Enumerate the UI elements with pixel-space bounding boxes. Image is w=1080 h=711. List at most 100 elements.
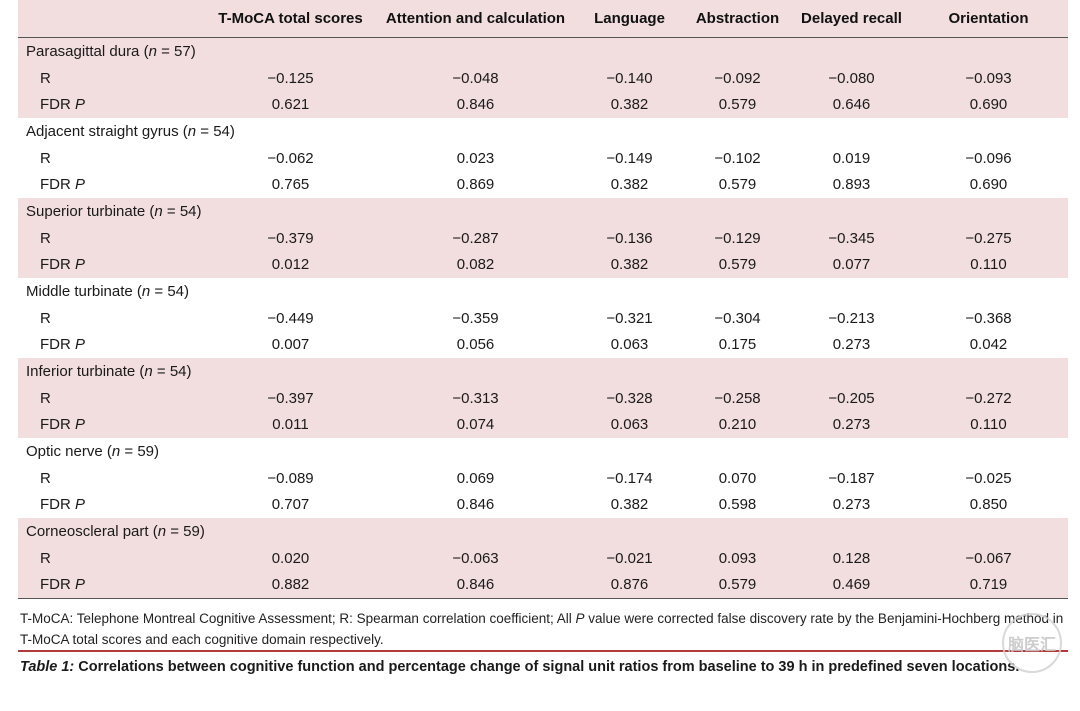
group-name: Optic nerve ( (26, 443, 112, 460)
r-label: R (18, 465, 208, 492)
p-value: 0.719 (909, 571, 1068, 599)
header-cell: T-MoCA total scores (208, 0, 373, 38)
r-value: −0.275 (909, 225, 1068, 252)
p-value: 0.765 (208, 171, 373, 198)
r-value: −0.313 (373, 385, 578, 412)
p-value: 0.850 (909, 491, 1068, 518)
p-label-text: FDR (40, 576, 75, 594)
group-name: Adjacent straight gyrus ( (26, 123, 188, 140)
p-value: 0.011 (208, 411, 373, 438)
group-title: Corneoscleral part (n = 59) (18, 518, 1068, 545)
p-label-text: FDR (40, 176, 75, 194)
footnote-text: T-MoCA: Telephone Montreal Cognitive Ass… (20, 611, 576, 626)
p-value: 0.469 (794, 571, 909, 599)
p-value: 0.876 (578, 571, 681, 599)
table-footnote: T-MoCA: Telephone Montreal Cognitive Ass… (18, 599, 1068, 652)
n-value: = 57) (156, 43, 196, 60)
p-value: 0.579 (681, 171, 794, 198)
r-value: −0.025 (909, 465, 1068, 492)
r-value: −0.174 (578, 465, 681, 492)
p-value: 0.007 (208, 331, 373, 358)
p-value: 0.690 (909, 91, 1068, 118)
r-value: 0.128 (794, 545, 909, 572)
p-value: 0.882 (208, 571, 373, 599)
p-label-text: FDR (40, 256, 75, 274)
p-value: 0.646 (794, 91, 909, 118)
p-value: 0.063 (578, 411, 681, 438)
p-label-text: FDR (40, 336, 75, 354)
r-label: R (18, 65, 208, 92)
header-cell (18, 0, 208, 38)
group-block: Inferior turbinate (n = 54) R −0.397 −0.… (18, 358, 1068, 438)
r-value: −0.328 (578, 385, 681, 412)
p-label-italic: P (75, 96, 86, 114)
p-value: 0.579 (681, 571, 794, 599)
p-value: 0.175 (681, 331, 794, 358)
p-label-italic: P (75, 256, 86, 274)
p-label-italic: P (75, 176, 86, 194)
p-label: FDR P (18, 251, 208, 278)
p-label-italic: P (75, 336, 86, 354)
r-value: 0.069 (373, 465, 578, 492)
group-name: Inferior turbinate ( (26, 363, 145, 380)
p-value: 0.893 (794, 171, 909, 198)
r-row: R −0.089 0.069 −0.174 0.070 −0.187 −0.02… (18, 465, 1068, 492)
r-value: −0.089 (208, 465, 373, 492)
r-label: R (18, 305, 208, 332)
r-label: R (18, 145, 208, 172)
group-name: Middle turbinate ( (26, 283, 142, 300)
p-label: FDR P (18, 171, 208, 198)
p-value: 0.110 (909, 251, 1068, 278)
r-value: −0.102 (681, 145, 794, 172)
r-value: −0.093 (909, 65, 1068, 92)
watermark-seal: 脑医汇 (1002, 613, 1062, 673)
r-value: 0.019 (794, 145, 909, 172)
caption-label: Table 1: (20, 659, 75, 675)
group-name: Superior turbinate ( (26, 203, 155, 220)
n-label: n (187, 123, 197, 140)
group-block: Superior turbinate (n = 54) R −0.379 −0.… (18, 198, 1068, 278)
p-label-text: FDR (40, 496, 75, 514)
r-value: −0.287 (373, 225, 578, 252)
header-cell: Language (578, 0, 681, 38)
p-value: 0.056 (373, 331, 578, 358)
group-title-row: Parasagittal dura (n = 57) (18, 37, 1068, 65)
header-cell: Attention and calculation (373, 0, 578, 38)
p-label: FDR P (18, 411, 208, 438)
r-value: −0.187 (794, 465, 909, 492)
r-label: R (18, 385, 208, 412)
n-value: = 54) (150, 283, 190, 300)
p-value: 0.273 (794, 331, 909, 358)
r-value: 0.093 (681, 545, 794, 572)
p-value: 0.082 (373, 251, 578, 278)
r-value: −0.048 (373, 65, 578, 92)
r-value: −0.136 (578, 225, 681, 252)
p-label-text: FDR (40, 416, 75, 434)
n-label: n (111, 443, 121, 460)
p-row: FDR P 0.621 0.846 0.382 0.579 0.646 0.69… (18, 91, 1068, 118)
p-value: 0.077 (794, 251, 909, 278)
p-row: FDR P 0.882 0.846 0.876 0.579 0.469 0.71… (18, 571, 1068, 599)
footnote-text: value were corrected false discovery rat… (20, 611, 1064, 647)
group-title: Optic nerve (n = 59) (18, 438, 1068, 465)
r-label: R (18, 225, 208, 252)
r-value: −0.359 (373, 305, 578, 332)
n-value: = 54) (196, 123, 235, 140)
group-name: Parasagittal dura ( (26, 43, 149, 60)
r-value: −0.368 (909, 305, 1068, 332)
p-label-italic: P (75, 496, 86, 514)
r-value: −0.345 (794, 225, 909, 252)
r-row: R −0.379 −0.287 −0.136 −0.129 −0.345 −0.… (18, 225, 1068, 252)
r-value: −0.213 (794, 305, 909, 332)
footnote-italic: P (575, 611, 585, 626)
header-cell: Orientation (909, 0, 1068, 38)
n-label: n (154, 203, 163, 220)
n-value: = 59) (166, 523, 205, 540)
p-label-italic: P (75, 576, 86, 594)
p-row: FDR P 0.012 0.082 0.382 0.579 0.077 0.11… (18, 251, 1068, 278)
p-label: FDR P (18, 491, 208, 518)
p-value: 0.382 (578, 171, 681, 198)
r-value: −0.379 (208, 225, 373, 252)
r-value: −0.092 (681, 65, 794, 92)
p-value: 0.210 (681, 411, 794, 438)
